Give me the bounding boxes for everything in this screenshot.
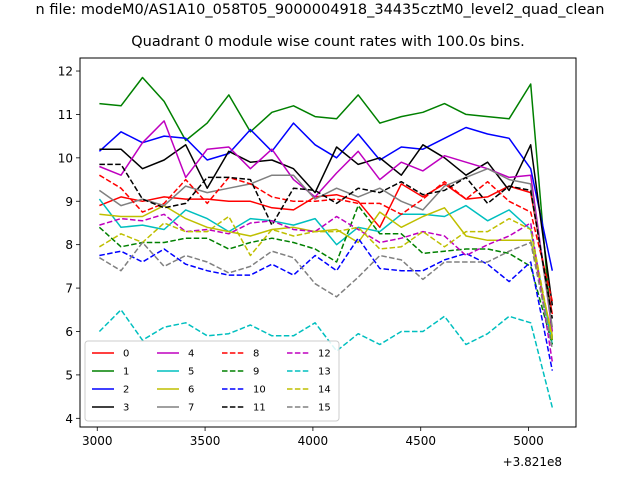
series-line-12	[99, 213, 554, 363]
series-line-2	[98, 122, 554, 271]
y-tick-label: 10	[58, 151, 73, 165]
series-line-1	[99, 76, 554, 341]
series-line-4	[99, 120, 554, 332]
legend-label-6: 6	[188, 385, 194, 396]
y-tick-label: 11	[58, 108, 73, 122]
legend-label-9: 9	[253, 367, 259, 378]
series-layer	[98, 76, 554, 408]
legend-label-5: 5	[188, 367, 194, 378]
series-line-14	[99, 215, 554, 341]
series-line-15	[99, 241, 554, 350]
y-tick-label: 7	[65, 282, 73, 296]
legend-label-4: 4	[188, 349, 194, 360]
legend-label-12: 12	[318, 349, 331, 360]
y-tick-label: 6	[65, 325, 73, 339]
x-tick-label: 4000	[298, 434, 329, 448]
y-tick-label: 8	[65, 238, 73, 252]
supertitle-text: n file: modeM0/AS1A10_058T05_9000004918_…	[35, 2, 605, 18]
series-line-5	[98, 198, 554, 345]
legend-label-1: 1	[123, 367, 129, 378]
legend-label-15: 15	[318, 403, 331, 414]
legend-label-7: 7	[188, 403, 194, 414]
legend-label-3: 3	[123, 403, 129, 414]
legend-label-11: 11	[253, 403, 266, 414]
x-tick-label: 5000	[513, 434, 544, 448]
series-line-3	[99, 144, 554, 306]
figure-supertitle: n file: modeM0/AS1A10_058T05_9000004918_…	[0, 2, 640, 26]
series-line-11	[99, 163, 554, 319]
x-tick-label: 3000	[82, 434, 113, 448]
series-line-10	[99, 237, 554, 371]
series-line-13	[98, 309, 554, 408]
plot-area-frame	[79, 57, 577, 428]
chart-title: Quadrant 0 module wise count rates with …	[131, 34, 525, 50]
legend-label-2: 2	[123, 385, 129, 396]
legend-label-14: 14	[318, 385, 331, 396]
series-line-7	[98, 167, 554, 328]
legend-label-0: 0	[123, 349, 129, 360]
x-tick-label: 3500	[190, 434, 221, 448]
legend-frame	[84, 340, 340, 422]
y-tick-label: 12	[58, 65, 73, 79]
legend-label-13: 13	[318, 367, 331, 378]
series-line-0	[99, 183, 554, 315]
y-tick-label: 4	[65, 412, 73, 426]
x-tick-label: 4500	[405, 434, 436, 448]
series-line-6	[99, 204, 554, 336]
series-line-9	[98, 204, 554, 345]
legend-label-8: 8	[253, 349, 259, 360]
x-axis-offset-label: +3.821e8	[503, 455, 562, 469]
y-tick-label: 9	[65, 195, 73, 209]
y-tick-label: 5	[65, 368, 73, 382]
legend-label-10: 10	[253, 385, 266, 396]
